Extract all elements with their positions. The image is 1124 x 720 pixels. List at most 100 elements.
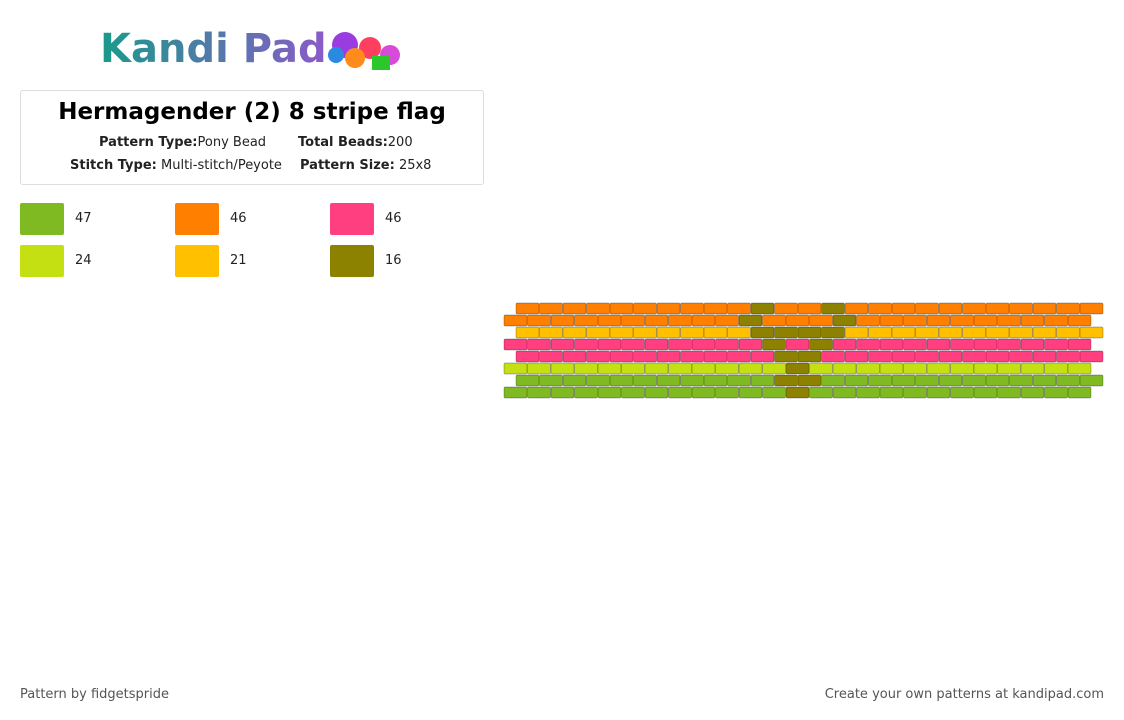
bead <box>785 314 810 327</box>
bead <box>703 350 728 363</box>
bead <box>680 374 704 387</box>
bead <box>985 302 1010 315</box>
value: Multi-stitch/Peyote <box>161 158 282 173</box>
bead <box>809 338 833 351</box>
bead <box>1079 302 1104 315</box>
detail: Stitch Type: Multi-stitch/Peyote <box>70 158 282 173</box>
bead <box>621 338 645 351</box>
bead <box>515 302 540 315</box>
bead <box>891 326 916 339</box>
bead <box>715 386 739 399</box>
bead <box>762 386 786 399</box>
bead <box>1079 350 1104 363</box>
value: 200 <box>387 135 413 150</box>
bead <box>809 386 833 399</box>
bead <box>844 326 869 339</box>
bead <box>1044 338 1068 351</box>
bead <box>609 374 634 387</box>
detail: Pattern Type:Pony Bead <box>99 135 266 150</box>
bead <box>597 338 622 351</box>
bead <box>868 374 892 387</box>
swatch <box>20 203 64 235</box>
bead <box>668 386 692 399</box>
bead <box>915 302 939 315</box>
bead <box>973 338 998 351</box>
bead <box>879 314 904 327</box>
bead <box>1009 350 1033 363</box>
bead <box>856 338 880 351</box>
bead <box>609 302 634 315</box>
bead <box>1056 326 1080 339</box>
count: 21 <box>230 253 247 268</box>
bead <box>750 302 775 315</box>
bead <box>844 302 869 315</box>
bead <box>762 362 786 375</box>
bead <box>621 386 645 399</box>
bead <box>821 350 845 363</box>
bead <box>762 314 786 327</box>
label: Stitch Type: <box>70 158 157 173</box>
bead <box>844 374 869 387</box>
info-card: Hermagender (2) 8 stripe flag Pattern Ty… <box>20 90 484 185</box>
count: 46 <box>230 211 247 226</box>
bead <box>550 338 575 351</box>
detail: Total Beads:200 <box>298 135 413 150</box>
bead <box>539 302 563 315</box>
bead <box>1056 350 1080 363</box>
bead <box>774 350 798 363</box>
bead <box>727 326 751 339</box>
bead <box>668 338 692 351</box>
bead <box>774 302 798 315</box>
bead <box>715 314 739 327</box>
bead <box>785 338 810 351</box>
bead <box>868 350 892 363</box>
bead <box>938 326 963 339</box>
bead <box>750 374 775 387</box>
bead <box>703 302 728 315</box>
bead <box>997 362 1021 375</box>
bead <box>832 314 857 327</box>
bead <box>586 374 610 387</box>
bead <box>903 362 927 375</box>
bead <box>1067 386 1092 399</box>
bead-grid <box>503 302 1104 399</box>
bead <box>1067 338 1092 351</box>
bead <box>891 302 916 315</box>
label: Pattern Size: <box>300 158 395 173</box>
bead <box>868 302 892 315</box>
bead <box>680 302 704 315</box>
bead <box>609 350 634 363</box>
bead <box>515 374 540 387</box>
bead <box>879 338 904 351</box>
bead <box>633 326 657 339</box>
bead <box>856 362 880 375</box>
bead <box>527 362 551 375</box>
bead <box>832 338 857 351</box>
bead <box>691 338 716 351</box>
bead <box>1032 326 1057 339</box>
bead <box>997 314 1021 327</box>
bead <box>938 302 963 315</box>
bead <box>821 302 845 315</box>
bead <box>1020 314 1045 327</box>
bead <box>821 326 845 339</box>
label: Total Beads: <box>298 135 388 150</box>
bead <box>1009 374 1033 387</box>
bead <box>821 374 845 387</box>
swatch <box>20 245 64 277</box>
footer-left: Pattern by fidgetspride <box>20 687 169 702</box>
bead <box>938 350 963 363</box>
bead <box>527 314 551 327</box>
bead <box>785 386 810 399</box>
bead <box>962 374 986 387</box>
swatch <box>330 203 374 235</box>
bead <box>926 386 951 399</box>
logo: Kandi Pad <box>100 26 327 72</box>
bead <box>997 338 1021 351</box>
bead <box>797 350 822 363</box>
bead <box>727 302 751 315</box>
bead <box>950 362 974 375</box>
bead <box>597 386 622 399</box>
bead <box>597 362 622 375</box>
bead <box>503 314 528 327</box>
